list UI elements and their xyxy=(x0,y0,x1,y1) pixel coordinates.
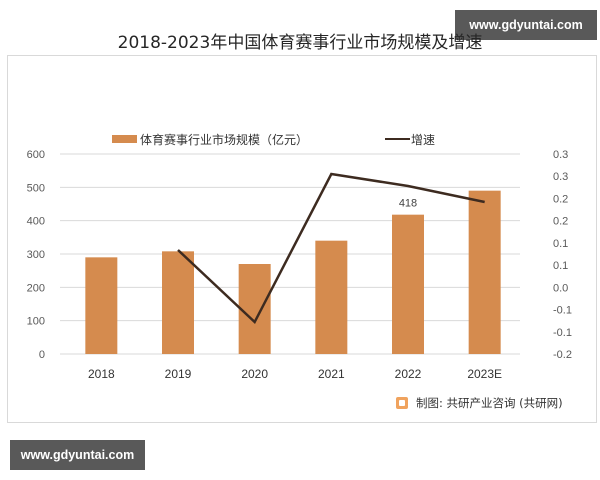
growth-line xyxy=(177,172,485,325)
x-axis-tick: 2020 xyxy=(241,367,268,381)
x-axis-tick: 2019 xyxy=(165,367,192,381)
right-axis-tick: 0.2 xyxy=(553,193,568,205)
right-axis-tick: -0.1 xyxy=(553,327,572,339)
bar-2022 xyxy=(392,214,424,354)
left-axis-tick: 200 xyxy=(27,282,45,294)
bar-2023E xyxy=(468,190,501,354)
right-axis-tick: -0.1 xyxy=(553,305,572,317)
x-axis-tick: 2018 xyxy=(88,367,115,381)
bar-2019 xyxy=(162,251,194,354)
legend-line-label: 增速 xyxy=(411,133,436,147)
chart-legend: 体育赛事行业市场规模（亿元） 增速 xyxy=(0,131,600,147)
watermark-bottom: www.gdyuntai.com xyxy=(10,440,145,470)
right-axis-tick: 0.1 xyxy=(553,238,568,250)
bar-2018 xyxy=(85,257,118,354)
left-axis-tick: 100 xyxy=(27,316,45,328)
chart-title: 2018-2023年中国体育赛事行业市场规模及增速 xyxy=(117,33,483,53)
left-axis-tick: 400 xyxy=(27,216,45,228)
right-axis-tick: 0.1 xyxy=(553,260,568,272)
data-label: 418 xyxy=(399,198,417,210)
x-axis-tick: 2021 xyxy=(318,367,345,381)
source-note: 制图: 共研产业咨询 (共研网) xyxy=(396,395,563,411)
right-axis-tick: 0.0 xyxy=(553,282,568,294)
brand-logo-icon xyxy=(396,397,408,409)
legend-bar-label: 体育赛事行业市场规模（亿元） xyxy=(140,133,309,147)
x-axis-tick: 2023E xyxy=(467,367,502,381)
left-axis-tick: 600 xyxy=(27,149,45,161)
left-axis-tick: 0 xyxy=(39,349,45,361)
watermark-top: www.gdyuntai.com xyxy=(455,10,597,40)
source-text: 制图: 共研产业咨询 (共研网) xyxy=(416,396,563,410)
left-axis-tick: 500 xyxy=(27,182,45,194)
right-axis-tick: 0.3 xyxy=(553,171,568,183)
legend-bar-swatch xyxy=(112,135,137,143)
right-axis-tick: 0.3 xyxy=(553,149,568,161)
bar-2020 xyxy=(238,264,271,354)
right-axis-tick: -0.2 xyxy=(553,349,572,361)
left-axis-tick: 300 xyxy=(27,249,45,261)
x-axis-tick: 2022 xyxy=(395,367,422,381)
right-axis-tick: 0.2 xyxy=(553,216,568,228)
bar-2021 xyxy=(315,240,348,354)
legend-line-swatch xyxy=(385,138,410,140)
